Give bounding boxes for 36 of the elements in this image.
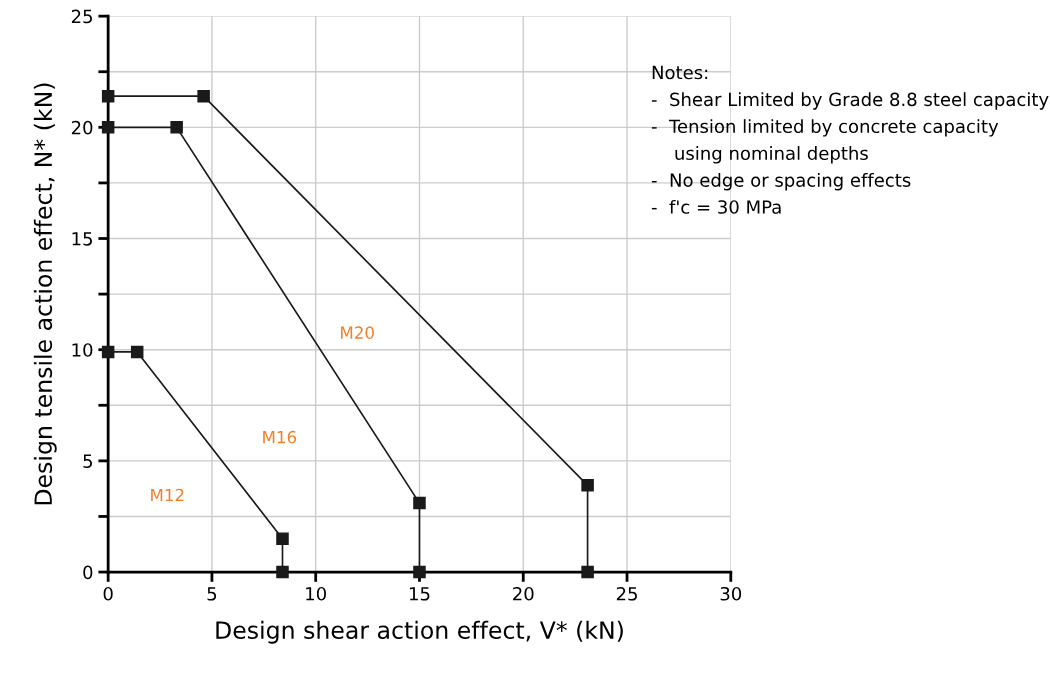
point [581,565,594,579]
y-tick-label: 20 [71,120,93,135]
x-tick-label: 25 [616,586,637,601]
x-tick-label: 5 [207,587,217,601]
x-tick-label: 30 [720,586,742,601]
point [581,479,594,492]
annotation: - No edge or spacing effects [651,172,911,191]
point [276,565,289,579]
annotation: - Tension limited by concrete capacity [651,119,999,137]
annotation: M16 [263,430,297,444]
point [170,121,183,134]
annotation: Notes: [652,65,708,80]
point [130,345,144,359]
y-tick-label: 25 [71,9,92,24]
x-tick-label: 20 [513,586,534,601]
point [413,496,426,510]
y-tick-label: 15 [72,232,92,246]
point [413,565,426,579]
y-tick-label: 5 [83,454,92,468]
x-axis-title: Design shear action effect, V* (kN) [216,620,623,644]
point [101,345,115,359]
point [276,532,289,545]
annotation: M12 [151,488,184,502]
point [101,89,115,103]
annotation: M20 [341,326,374,339]
x-tick-label: 15 [409,587,430,601]
y-tick-label: 10 [72,343,93,357]
x-tick-label: 10 [306,586,326,601]
y-axis-title: Design tensile action effect, N* (kN) [33,83,57,505]
point [101,121,115,134]
y-tick-label: 0 [83,565,93,580]
x-tick-label: 0 [103,586,113,601]
annotation: - f'c = 30 MPa [651,199,781,214]
annotation: using nominal depths [675,146,868,164]
annotation: - Shear Limited by Grade 8.8 steel capacity [651,92,1049,110]
point [197,89,210,103]
